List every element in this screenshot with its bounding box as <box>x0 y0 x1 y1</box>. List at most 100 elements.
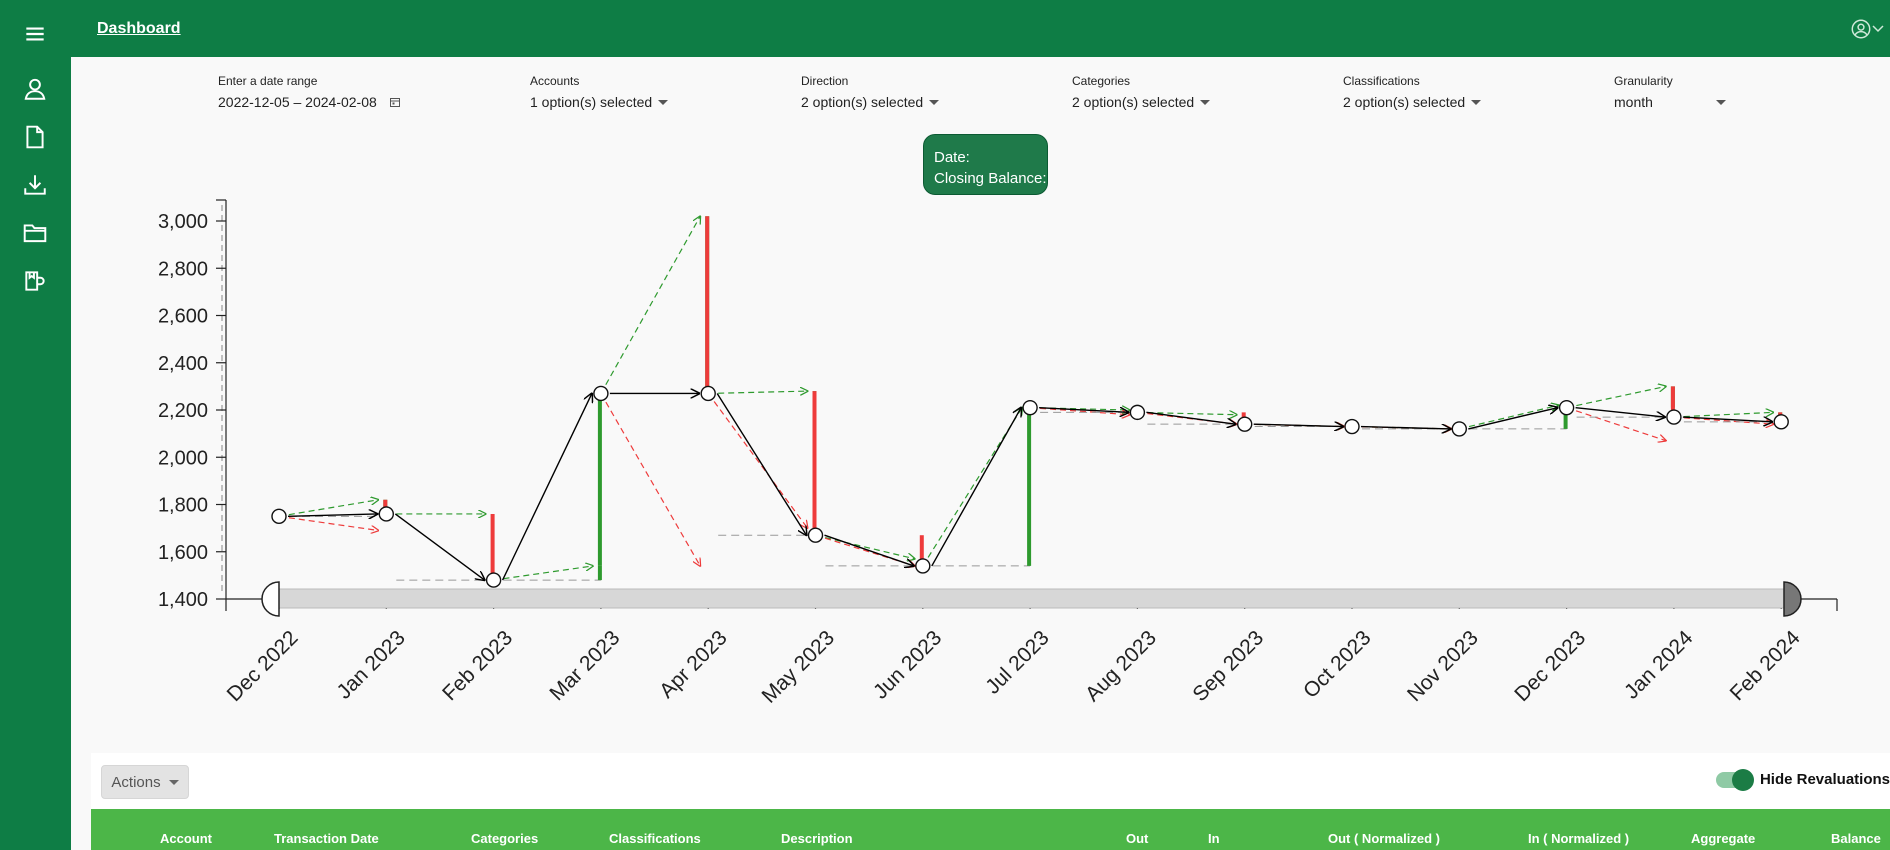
date-range-input[interactable]: 2022-12-05 – 2024-02-08 <box>218 94 401 110</box>
x-tick-label: Jan 2023 <box>332 626 409 703</box>
inflow-guide-line <box>1673 412 1773 418</box>
categories-select[interactable]: 2 option(s) selected <box>1072 94 1211 110</box>
balance-arrow <box>1146 411 1235 424</box>
classifications-label: Classifications <box>1343 74 1420 88</box>
inflow-guide-line <box>815 534 915 559</box>
y-tick-label: 2,400 <box>158 353 208 375</box>
x-tick-label: Feb 2023 <box>438 626 517 705</box>
account-circle-icon <box>1851 19 1871 39</box>
balance-point <box>1236 416 1253 432</box>
x-tick-label: May 2023 <box>758 626 839 707</box>
outflow-guide-line <box>1673 416 1773 424</box>
direction-select[interactable]: 2 option(s) selected <box>801 94 940 110</box>
balance-point <box>915 558 931 574</box>
y-tick-label: 3,000 <box>158 211 208 233</box>
range-slider-right-handle <box>1783 581 1802 617</box>
actions-button[interactable]: Actions <box>101 765 189 799</box>
x-tick-label: Dec 2023 <box>1510 626 1590 706</box>
x-tick-label: Jul 2023 <box>981 626 1053 698</box>
top-bar: Dashboard <box>71 0 1890 57</box>
x-tick-label: Nov 2023 <box>1403 626 1483 706</box>
tooltip-date-label: Date: <box>934 149 970 166</box>
inflow-guide-line <box>493 566 593 581</box>
classifications-select[interactable]: 2 option(s) selected <box>1343 94 1482 110</box>
hide-revaluations-label: Hide Revaluations <box>1759 771 1890 788</box>
column-header-out[interactable]: Out <box>1126 831 1149 846</box>
balance-arrow <box>716 393 806 535</box>
granularity-filter: Granularity month <box>1614 74 1726 112</box>
inflow-guide-line <box>278 500 378 517</box>
date-range-label: Enter a date range <box>218 74 318 88</box>
classifications-value: 2 option(s) selected <box>1343 94 1466 110</box>
balance-point <box>1773 414 1789 430</box>
balance-arrow <box>1039 406 1128 413</box>
breadcrumb-dashboard[interactable]: Dashboard <box>97 20 181 37</box>
menu-icon[interactable] <box>21 20 49 48</box>
inflow-guide-line <box>1459 405 1558 430</box>
balance-point <box>807 527 824 543</box>
balance-chart: 1,400 1,600 1,800 2,000 2,200 2,400 2,600 2,800… <box>158 199 1838 708</box>
hide-revaluations-toggle[interactable] <box>1715 768 1754 791</box>
account-menu-button[interactable] <box>1850 16 1890 42</box>
classifications-filter: Classifications 2 option(s) selected <box>1343 74 1482 112</box>
balance-point <box>271 508 287 525</box>
column-header-account[interactable]: Account <box>160 831 212 846</box>
balance-arrow <box>1468 408 1557 430</box>
y-tick-label: 2,600 <box>158 306 208 328</box>
calendar-icon[interactable] <box>389 96 401 108</box>
column-header-in[interactable]: In <box>1208 831 1220 846</box>
balance-point <box>1451 421 1468 437</box>
granularity-select[interactable]: month <box>1614 94 1726 110</box>
column-header-categories[interactable]: Categories <box>471 831 539 846</box>
balance-point <box>700 385 716 402</box>
column-header-description[interactable]: Description <box>781 831 853 846</box>
transactions-table-card: Actions Hide Revaluations Account Transa… <box>91 753 1890 850</box>
balance-arrow <box>824 534 914 566</box>
x-tick-label: Dec 2022 <box>223 626 303 706</box>
outflow-guide-line <box>707 393 807 528</box>
balance-point <box>378 506 394 522</box>
outflow-guide-line <box>1566 407 1666 441</box>
y-tick-label: 1,600 <box>158 542 208 564</box>
balance-point <box>1558 399 1575 416</box>
column-header-aggregate[interactable]: Aggregate <box>1691 831 1756 846</box>
x-tick-label: Feb 2024 <box>1726 626 1805 705</box>
tooltip-balance-label: Closing Balance: <box>934 170 1047 187</box>
balance-arrow <box>1360 427 1450 429</box>
folder-icon[interactable] <box>21 219 49 247</box>
inflow-guide-line <box>600 216 700 394</box>
balance-point <box>593 385 609 402</box>
download-icon[interactable] <box>21 171 49 199</box>
balance-arrow <box>1575 406 1665 417</box>
document-icon[interactable] <box>21 123 49 151</box>
balance-arrow <box>1253 424 1343 426</box>
y-tick-label: 2,800 <box>158 258 208 280</box>
date-range-filter: Enter a date range 2022-12-05 – 2024-02-… <box>218 74 401 112</box>
hide-revaluations-toggle-group: Hide Revaluations <box>1715 768 1890 791</box>
range-slider-left-handle <box>261 581 280 617</box>
import-icon[interactable] <box>21 267 49 295</box>
inflow-guide-line <box>708 391 807 393</box>
column-header-in-normalized[interactable]: In ( Normalized ) <box>1528 831 1630 846</box>
accounts-select[interactable]: 1 option(s) selected <box>530 94 669 110</box>
outflow-guide-line <box>600 393 700 565</box>
column-header-balance[interactable]: Balance <box>1831 831 1881 846</box>
dropdown-caret-icon <box>1471 99 1482 105</box>
column-header-transaction-date[interactable]: Transaction Date <box>274 831 379 846</box>
balance-point <box>485 572 502 588</box>
column-header-out-normalized[interactable]: Out ( Normalized ) <box>1328 831 1440 846</box>
column-header-classifications[interactable]: Classifications <box>609 831 701 846</box>
inflow-guide-line <box>1030 408 1129 410</box>
user-icon[interactable] <box>21 75 49 103</box>
granularity-label: Granularity <box>1614 74 1673 88</box>
balance-arrow <box>1682 416 1772 422</box>
accounts-value: 1 option(s) selected <box>530 94 653 110</box>
x-tick-label: Mar 2023 <box>545 626 624 705</box>
x-tick-label: Jun 2023 <box>869 626 946 703</box>
direction-label: Direction <box>801 74 849 88</box>
direction-filter: Direction 2 option(s) selected <box>801 74 940 112</box>
balance-arrow <box>931 408 1021 567</box>
table-header: Account Transaction Date Categories Clas… <box>91 809 1890 850</box>
toggle-knob <box>1731 768 1754 791</box>
y-tick-label: 2,000 <box>158 447 208 469</box>
